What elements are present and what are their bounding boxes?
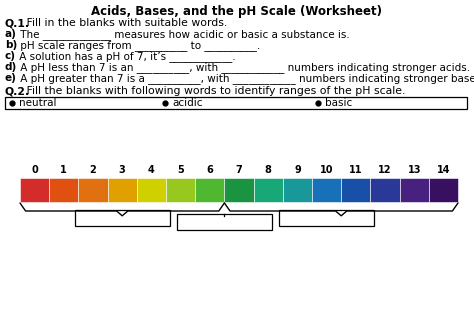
Text: 3: 3 [119,165,126,175]
Bar [78,178,108,202]
Bar [177,214,272,230]
Text: acidic: acidic [172,98,202,108]
Text: 12: 12 [378,165,392,175]
Bar [137,178,166,202]
Bar [195,178,224,202]
Text: 14: 14 [437,165,450,175]
Text: pH scale ranges from __________ to __________.: pH scale ranges from __________ to _____… [17,40,261,51]
Text: Fill the blanks with following words to identify ranges of the pH scale.: Fill the blanks with following words to … [23,86,405,96]
Text: 5: 5 [177,165,184,175]
Text: Q.2.: Q.2. [5,86,30,96]
Text: 8: 8 [265,165,272,175]
Text: e): e) [5,73,17,83]
Text: 2: 2 [90,165,96,175]
Text: d): d) [5,62,17,72]
Bar [75,210,170,226]
Bar [429,178,458,202]
Bar [254,178,283,202]
Text: 13: 13 [408,165,421,175]
Text: A solution has a pH of 7, it’s ____________.: A solution has a pH of 7, it’s _________… [16,51,236,62]
Text: The _____________ measures how acidic or basic a substance is.: The _____________ measures how acidic or… [17,29,350,40]
Bar [370,178,400,202]
Text: A pH less than 7 is an __________, with ____________ numbers indicating stronger: A pH less than 7 is an __________, with … [17,62,470,73]
Text: a): a) [5,29,17,39]
Text: b): b) [5,40,17,50]
Bar [312,178,341,202]
Text: 11: 11 [349,165,363,175]
Bar [341,178,370,202]
Text: 9: 9 [294,165,301,175]
Text: 7: 7 [236,165,242,175]
Text: neutral: neutral [19,98,56,108]
Bar [5,97,467,109]
Text: basic: basic [325,98,352,108]
Bar [20,178,49,202]
Bar [283,178,312,202]
Text: A pH greater than 7 is a __________, with ____________ numbers indicating strong: A pH greater than 7 is a __________, wit… [17,73,474,84]
Bar [400,178,429,202]
Text: Q.1.: Q.1. [5,18,30,28]
Text: 4: 4 [148,165,155,175]
Bar [224,178,254,202]
Text: 1: 1 [60,165,67,175]
Text: 6: 6 [206,165,213,175]
Bar [49,178,78,202]
Bar [108,178,137,202]
Bar [166,178,195,202]
Text: 10: 10 [320,165,333,175]
Text: c): c) [5,51,16,61]
Text: 0: 0 [31,165,38,175]
Bar [279,210,374,226]
Text: Fill in the blanks with suitable words.: Fill in the blanks with suitable words. [23,18,227,28]
Text: Acids, Bases, and the pH Scale (Worksheet): Acids, Bases, and the pH Scale (Workshee… [91,5,383,18]
